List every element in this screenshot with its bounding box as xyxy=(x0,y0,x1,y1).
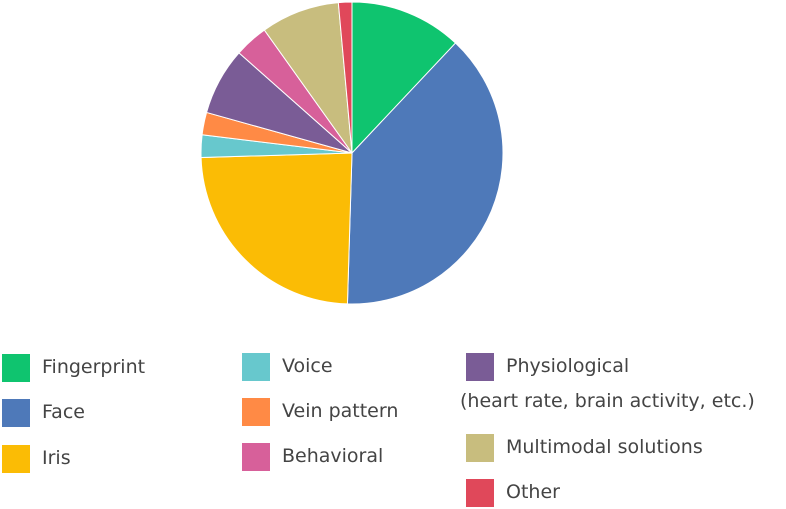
legend-label-voice: Voice xyxy=(282,355,333,377)
legend-label-multimodal-solutions: Multimodal solutions xyxy=(506,436,703,458)
legend-swatch-fingerprint xyxy=(2,354,30,382)
legend-swatch-iris xyxy=(2,445,30,473)
legend-item-fingerprint: Fingerprint xyxy=(2,354,145,384)
legend-label-physiological-main: Physiological xyxy=(506,355,630,377)
legend-label-vein-pattern: Vein pattern xyxy=(282,400,399,422)
legend-item-voice: Voice xyxy=(242,353,333,383)
pie-slice-face xyxy=(346,42,504,305)
legend-label-physiological-sub: (heart rate, brain activity, etc.) xyxy=(460,390,755,412)
pie-slice-fingerprint xyxy=(351,1,457,155)
legend-swatch-multimodal-solutions xyxy=(466,434,494,462)
legend-swatch-other xyxy=(466,479,494,507)
legend-label-behavioral: Behavioral xyxy=(282,445,384,467)
legend-label-other: Other xyxy=(506,481,560,503)
legend-swatch-behavioral xyxy=(242,443,270,471)
pie-slice-other xyxy=(337,1,353,154)
legend-label-fingerprint: Fingerprint xyxy=(42,356,146,378)
legend-label-iris: Iris xyxy=(42,447,71,469)
legend-label-physiological: Physiological (heart rate, brain activit… xyxy=(460,353,755,414)
legend-item-physiological: Physiological (heart rate, brain activit… xyxy=(460,353,755,412)
legend-label-face: Face xyxy=(42,401,85,423)
legend-swatch-face xyxy=(2,399,30,427)
legend-swatch-vein-pattern xyxy=(242,398,270,426)
legend-item-face: Face xyxy=(2,399,85,429)
legend-item-multimodal-solutions: Multimodal solutions xyxy=(466,434,703,464)
legend-swatch-voice xyxy=(242,353,270,381)
legend-item-vein-pattern: Vein pattern xyxy=(242,398,398,428)
legend-swatch-physiological xyxy=(466,353,494,381)
legend-item-other: Other xyxy=(466,479,560,509)
pie-slice-iris xyxy=(200,152,353,305)
legend-item-behavioral: Behavioral xyxy=(242,443,383,473)
legend-item-iris: Iris xyxy=(2,445,71,475)
